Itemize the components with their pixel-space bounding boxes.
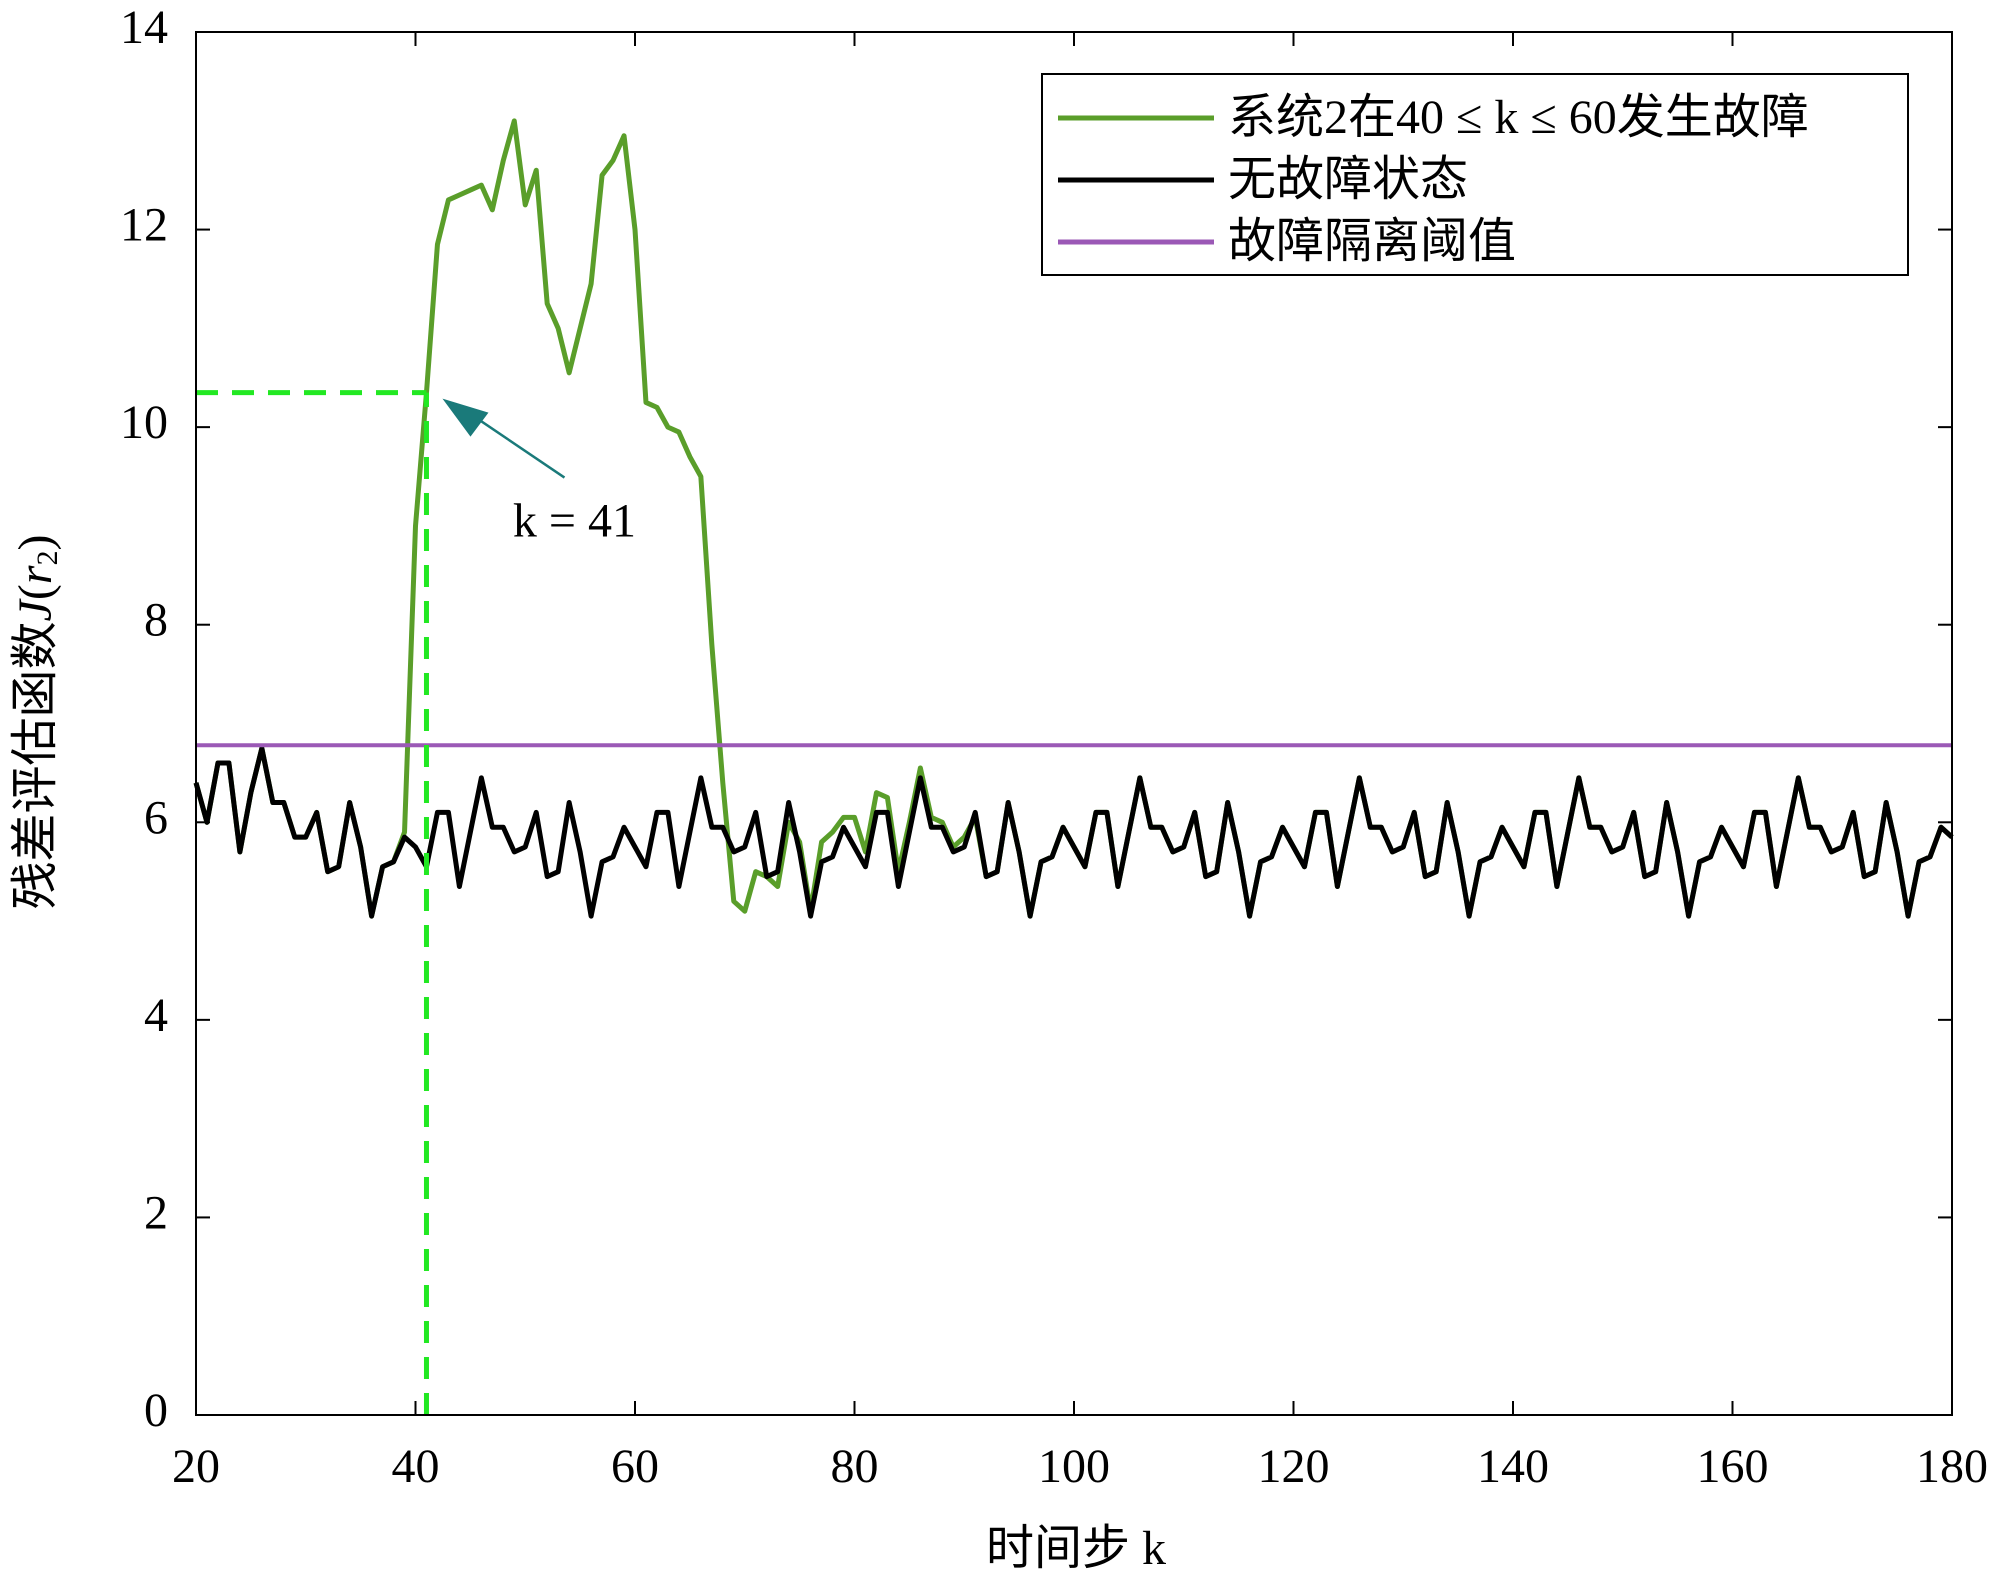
legend-label: 故障隔离阈值	[1228, 215, 1516, 268]
annotation-text: k = 41	[513, 495, 636, 548]
plot-frame	[195, 31, 1953, 1416]
y-axis-label-sub: 2	[31, 550, 64, 565]
series-line	[193, 745, 1954, 919]
y-tick-label: 2	[144, 1186, 168, 1239]
x-axis-label: 时间步 k	[986, 1522, 1166, 1575]
y-tick-label: 12	[120, 199, 168, 252]
x-tick-label: 100	[1038, 1440, 1110, 1493]
x-tick-label: 40	[392, 1440, 440, 1493]
y-tick-label: 0	[144, 1384, 168, 1437]
x-tick-label: 180	[1916, 1440, 1988, 1493]
legend-label: 系统2在40 ≤ k ≤ 60发生故障	[1228, 91, 1809, 144]
x-tick-label: 120	[1258, 1440, 1330, 1493]
x-tick-label: 60	[611, 1440, 659, 1493]
legend-label: 无故障状态	[1228, 153, 1468, 206]
x-tick-label: 80	[831, 1440, 879, 1493]
y-axis-label-paren: )	[9, 535, 62, 551]
annotation-arrowhead	[442, 398, 489, 437]
y-tick-label: 10	[120, 396, 168, 449]
y-tick-label: 6	[144, 791, 168, 844]
y-axis-label-r: r	[9, 565, 62, 584]
y-tick-label: 8	[144, 594, 168, 647]
y-axis-label-paren: (	[9, 584, 62, 600]
y-axis-label-text: 残差评估函数	[9, 621, 62, 909]
x-tick-label: 160	[1697, 1440, 1769, 1493]
x-tick-label: 140	[1477, 1440, 1549, 1493]
y-tick-label: 4	[144, 989, 168, 1042]
y-tick-label: 14	[120, 1, 168, 54]
y-axis-label: 残差评估函数J(r2)	[9, 535, 64, 910]
y-axis-label-j: J	[9, 597, 62, 621]
x-tick-label: 20	[172, 1440, 220, 1493]
